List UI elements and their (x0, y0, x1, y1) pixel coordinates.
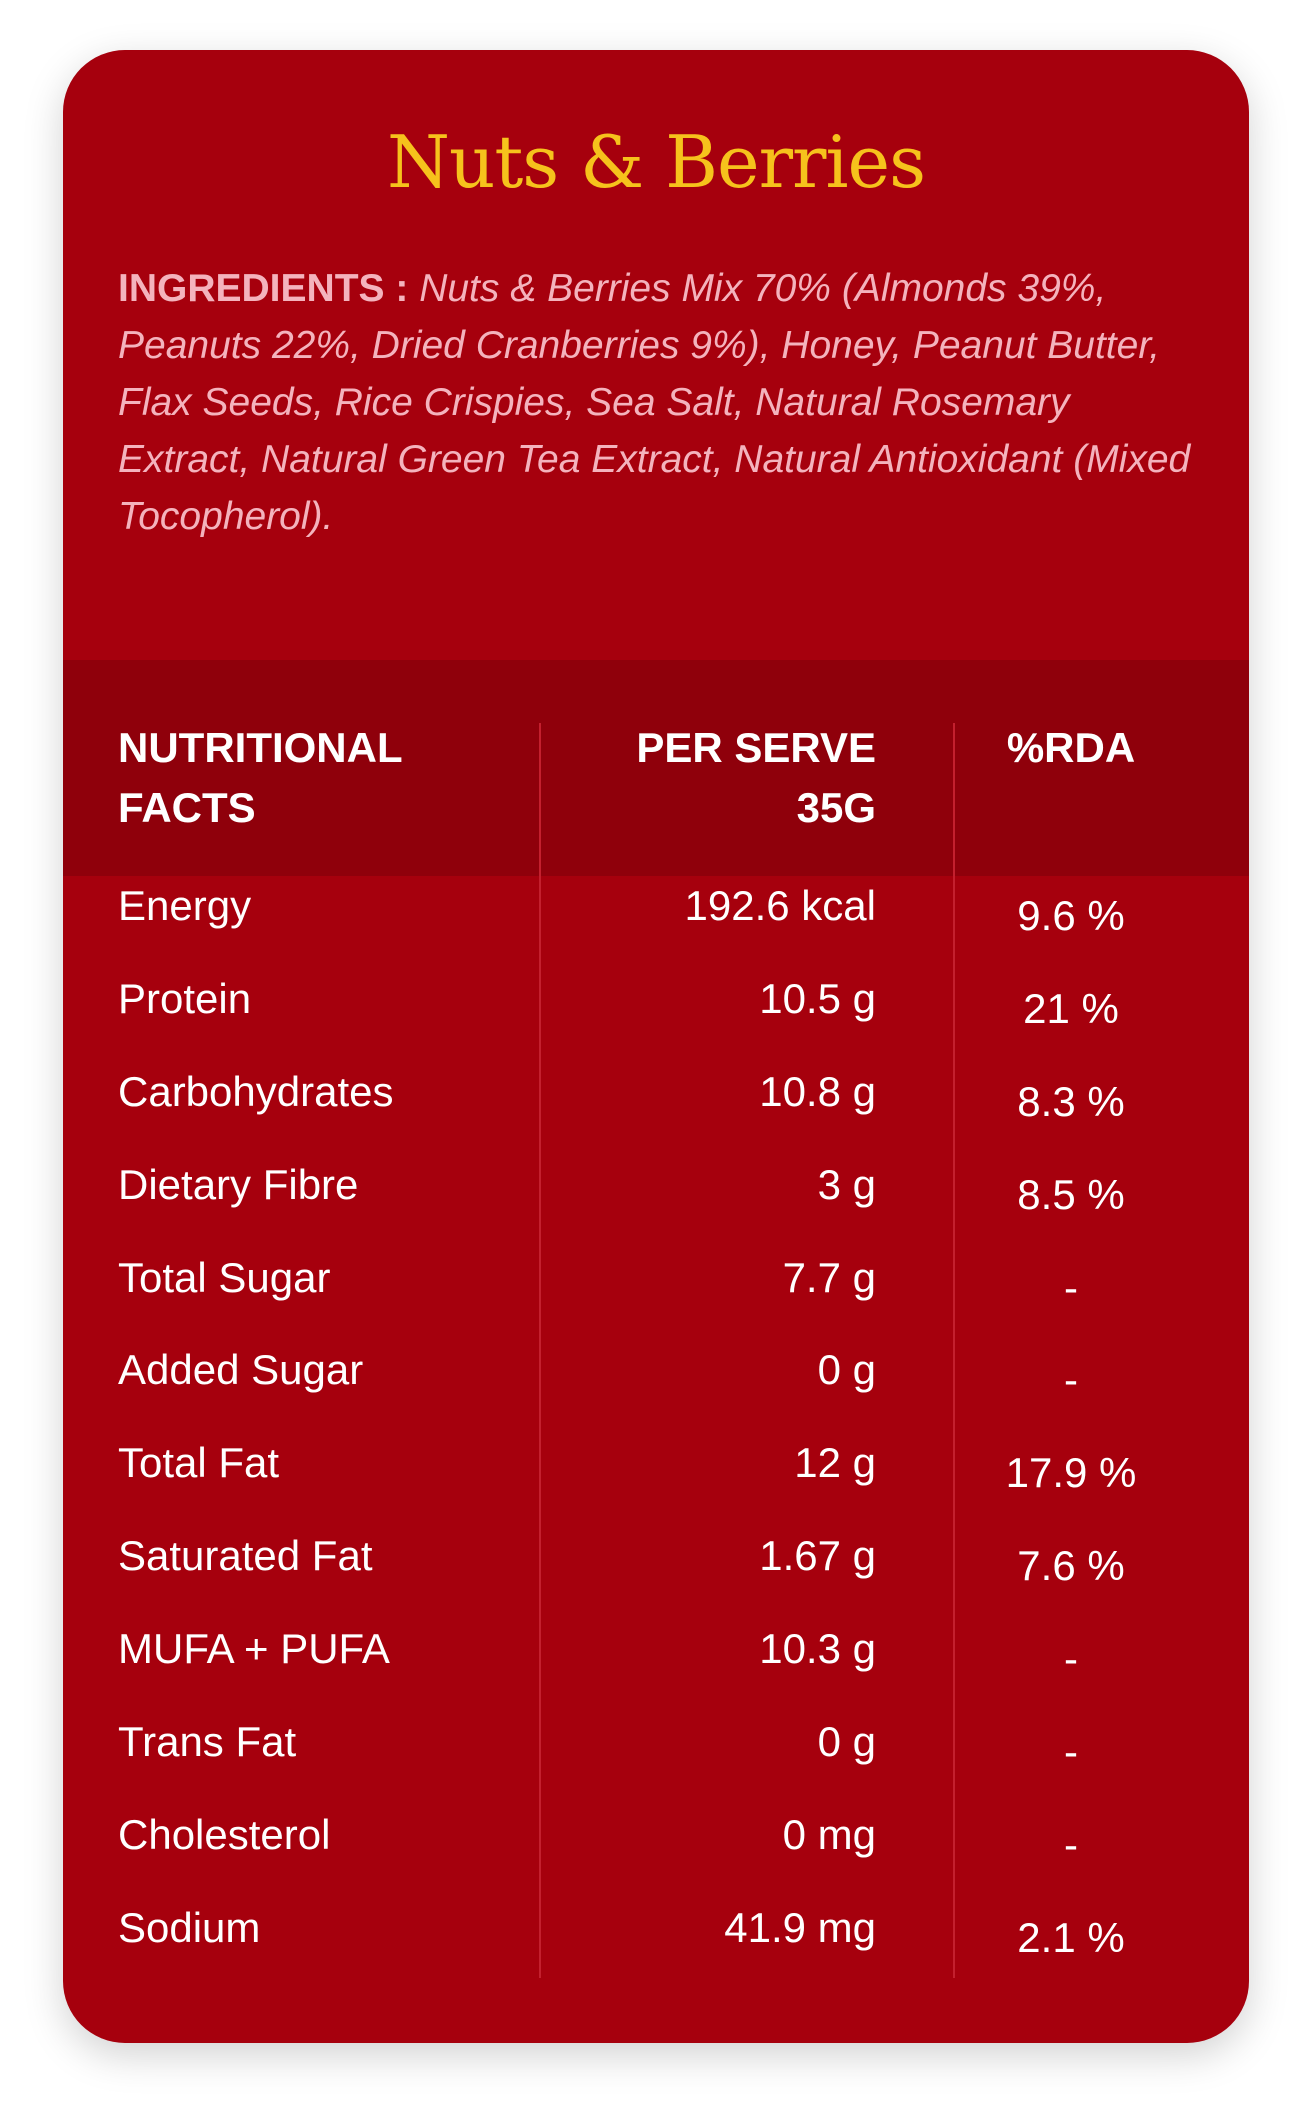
nutrient-value: 0 g (817, 1718, 876, 1766)
nutrient-name: MUFA + PUFA (118, 1625, 390, 1673)
table-row: Dietary Fibre 3 g 8.5 % (63, 1161, 1249, 1254)
column-divider (953, 723, 955, 1978)
table-row: Protein 10.5 g 21 % (63, 975, 1249, 1068)
table-row: Added Sugar 0 g - (63, 1346, 1249, 1439)
ingredients-text: Nuts & Berries Mix 70% (Almonds 39%, Pea… (118, 267, 1191, 538)
nutrient-name: Total Fat (118, 1439, 280, 1487)
nutrient-name: Added Sugar (118, 1346, 364, 1394)
header-col2-line1: PER SERVE (636, 724, 876, 771)
header-per-serve: PER SERVE 35G (636, 718, 876, 838)
nutrient-value: 12 g (794, 1439, 876, 1487)
header-col1-line1: NUTRITIONAL (118, 724, 403, 771)
nutrient-name: Cholesterol (118, 1810, 331, 1858)
ingredients-paragraph: INGREDIENTS : Nuts & Berries Mix 70% (Al… (118, 260, 1198, 545)
nutrient-rda: 9.6 % (1017, 892, 1125, 939)
nutrient-name: Sodium (118, 1903, 261, 1951)
header-nutritional-facts: NUTRITIONAL FACTS (118, 718, 403, 838)
nutrient-name: Protein (118, 974, 252, 1022)
nutrient-rda: - (1064, 1820, 1078, 1868)
table-row: Sodium 41.9 mg 2.1 % (63, 1904, 1249, 1997)
nutrient-rda: - (1064, 1728, 1078, 1776)
table-row: MUFA + PUFA 10.3 g - (63, 1625, 1249, 1718)
nutrient-value: 7.7 g (782, 1253, 876, 1301)
table-row: Saturated Fat 1.67 g 7.6 % (63, 1532, 1249, 1625)
nutrition-rows: Energy 192.6 kcal 9.6 % Protein 10.5 g 2… (63, 882, 1249, 1997)
nutrient-value: 10.8 g (759, 1067, 876, 1115)
nutrient-value: 41.9 mg (724, 1903, 876, 1951)
ingredients-label: INGREDIENTS : (118, 267, 409, 310)
column-divider (539, 723, 541, 1978)
nutrient-rda: 21 % (1023, 984, 1119, 1032)
nutrient-name: Trans Fat (118, 1718, 297, 1766)
nutrient-value: 192.6 kcal (684, 882, 876, 929)
nutrient-name: Dietary Fibre (118, 1160, 359, 1208)
nutrient-value: 0 mg (782, 1810, 876, 1858)
table-row: Energy 192.6 kcal 9.6 % (63, 882, 1249, 975)
nutrient-value: 3 g (817, 1160, 876, 1208)
nutrient-rda: 7.6 % (1017, 1542, 1125, 1590)
header-col1-line2: FACTS (118, 784, 256, 831)
nutrient-name: Energy (118, 882, 252, 929)
nutrient-value: 10.5 g (759, 974, 876, 1022)
nutrient-value: 10.3 g (759, 1625, 876, 1673)
nutrient-rda: 8.5 % (1017, 1170, 1125, 1218)
header-rda: %RDA (1006, 724, 1136, 771)
table-header-band (63, 660, 1249, 876)
header-col2-line2: 35G (796, 784, 876, 831)
nutrient-name: Carbohydrates (118, 1067, 394, 1115)
nutrient-rda: 17.9 % (1005, 1449, 1137, 1497)
table-row: Cholesterol 0 mg - (63, 1811, 1249, 1904)
table-row: Total Fat 12 g 17.9 % (63, 1439, 1249, 1532)
nutrient-rda: 8.3 % (1017, 1077, 1125, 1125)
nutrient-rda: 2.1 % (1017, 1913, 1125, 1961)
product-title: Nuts & Berries (386, 120, 926, 204)
nutrient-rda: - (1064, 1356, 1078, 1404)
nutrient-rda: - (1064, 1263, 1078, 1311)
nutrient-value: 1.67 g (759, 1532, 876, 1580)
table-row: Total Sugar 7.7 g - (63, 1254, 1249, 1347)
table-row: Carbohydrates 10.8 g 8.3 % (63, 1068, 1249, 1161)
nutrient-value: 0 g (817, 1346, 876, 1394)
nutrition-card: Nuts & Berries INGREDIENTS : Nuts & Berr… (63, 50, 1249, 2043)
table-row: Trans Fat 0 g - (63, 1718, 1249, 1811)
nutrient-name: Total Sugar (118, 1253, 331, 1301)
nutrient-rda: - (1064, 1635, 1078, 1683)
nutrient-name: Saturated Fat (118, 1532, 373, 1580)
